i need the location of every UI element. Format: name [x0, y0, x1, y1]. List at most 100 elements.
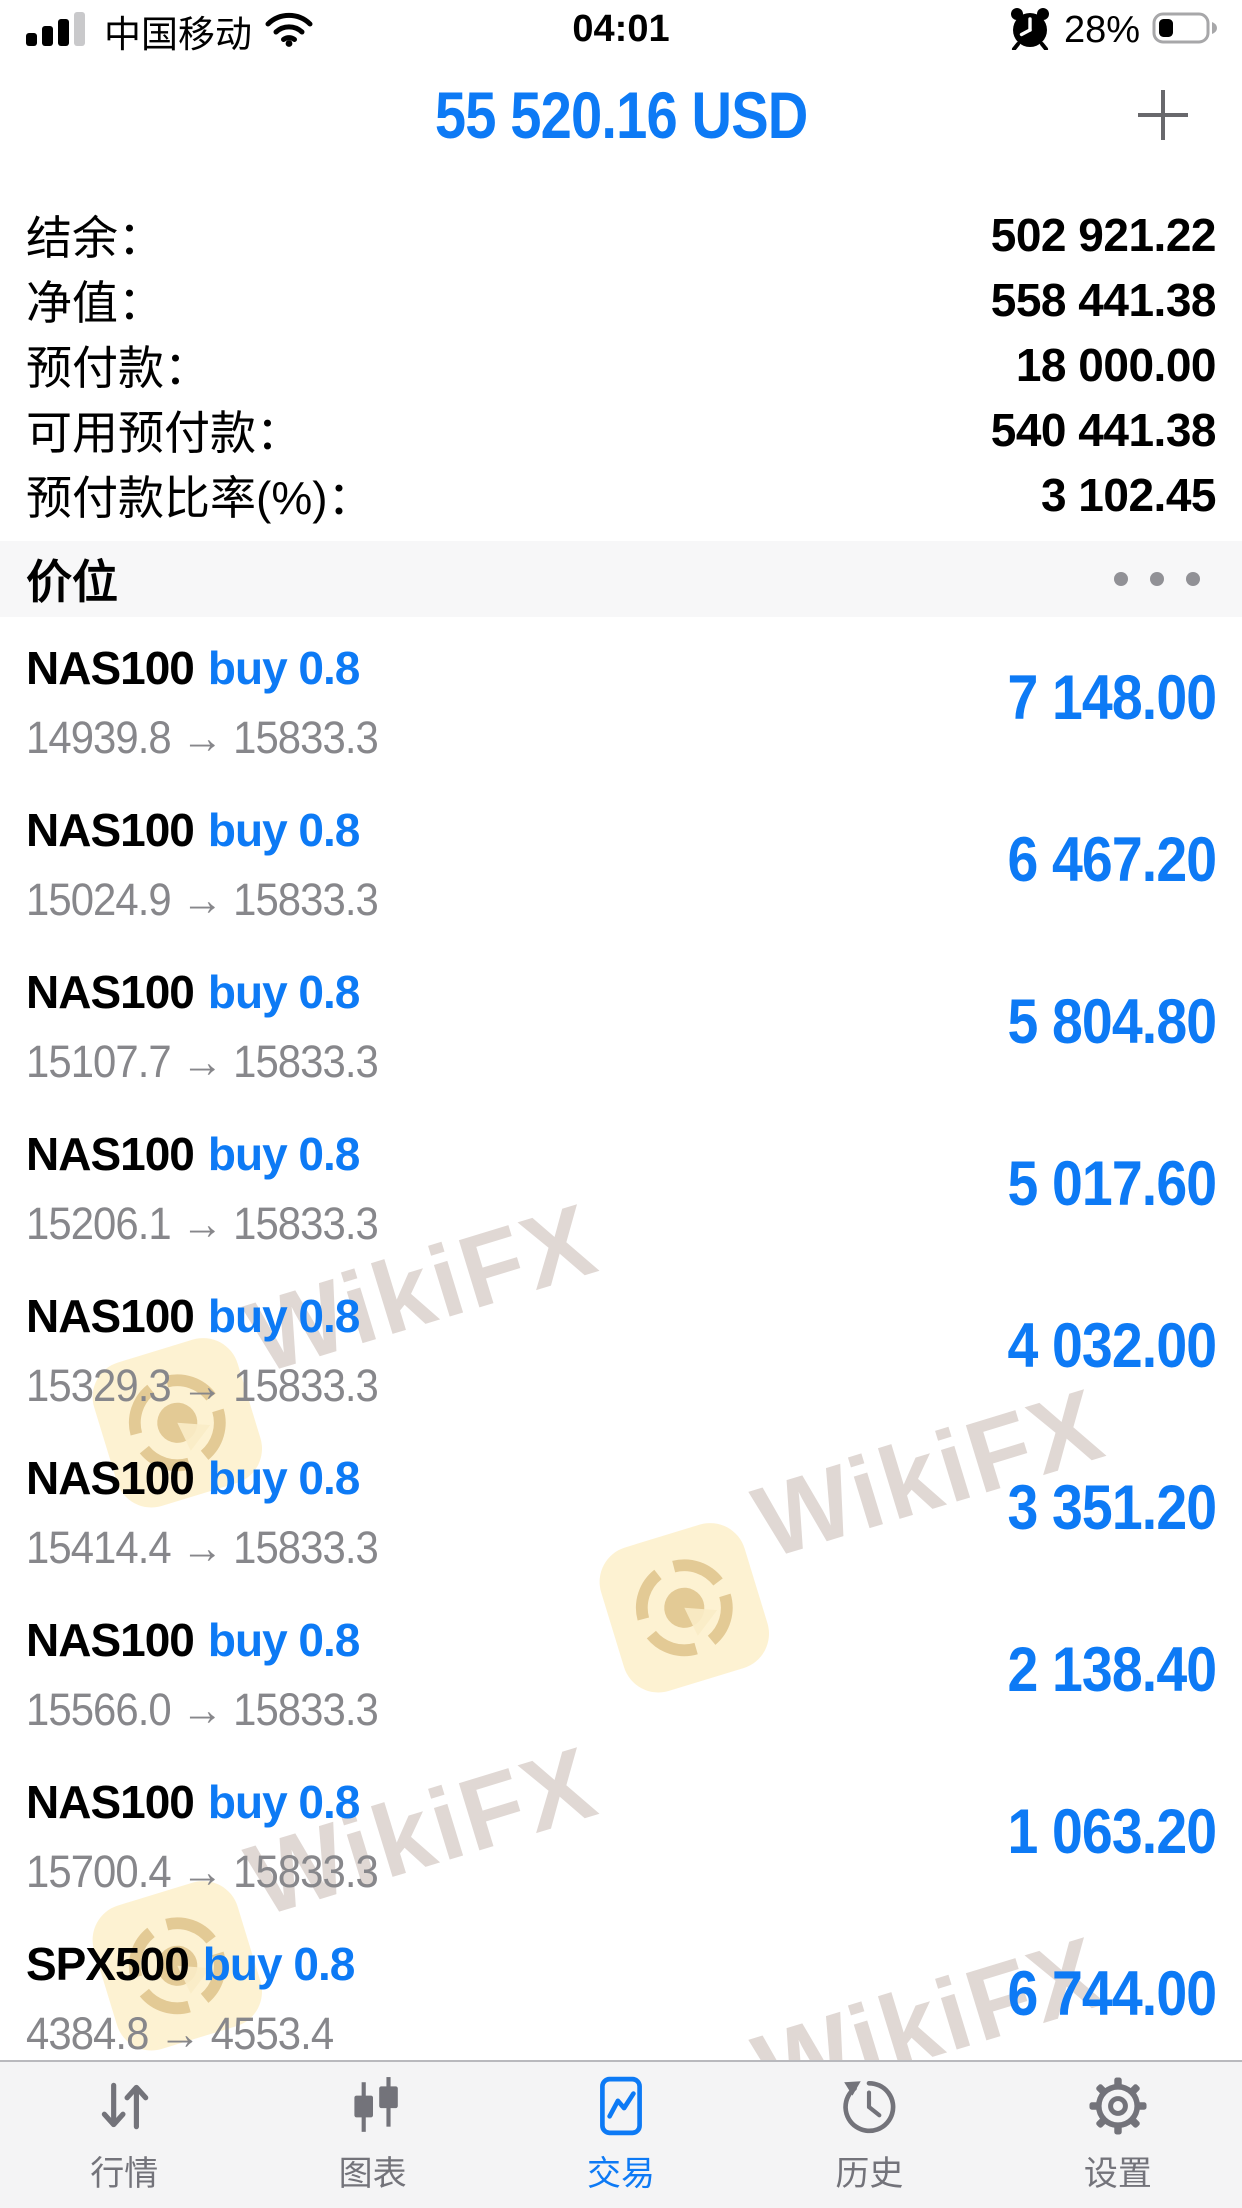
position-open-price: 15566.0 [26, 1684, 172, 1735]
position-side-volume: buy 0.8 [207, 642, 361, 694]
settings-icon [1086, 2074, 1150, 2138]
trade-icon [589, 2074, 653, 2138]
position-current-price: 15833.3 [233, 1684, 379, 1735]
position-profit: 5 804.80 [1007, 987, 1217, 1057]
position-symbol: NAS100 [26, 642, 195, 694]
account-row-label: 预付款比率(%)： [26, 471, 374, 524]
tab-settings[interactable]: 设置 [994, 2062, 1242, 2208]
position-open-price: 4384.8 [26, 2008, 149, 2059]
position-symbol: NAS100 [26, 966, 195, 1018]
arrow-right-icon: → [181, 874, 223, 925]
position-open-price: 15414.4 [26, 1522, 172, 1573]
position-side-volume: buy 0.8 [207, 1128, 361, 1180]
status-bar: 中国移动 04:01 [0, 0, 1242, 62]
positions-list: WikiFX WikiFX WikiFX [0, 617, 1242, 2208]
signal-strength-icon [26, 9, 92, 54]
history-icon [837, 2074, 901, 2138]
position-profit: 6 744.00 [1007, 1959, 1217, 2029]
position-open-price: 15107.7 [26, 1036, 172, 1087]
account-total: 55 520.16 USD [434, 78, 808, 152]
arrow-right-icon: → [181, 1198, 223, 1249]
position-row[interactable]: SPX500 buy 0.8 4384.8 → 4553.4 6 744.00 [0, 1913, 1242, 2075]
position-row[interactable]: NAS100 buy 0.8 15024.9 → 15833.3 6 467.20 [0, 779, 1242, 941]
arrow-right-icon: → [181, 1522, 223, 1573]
arrow-right-icon: → [159, 2008, 201, 2059]
arrow-right-icon: → [181, 1684, 223, 1735]
position-current-price: 15833.3 [233, 1846, 379, 1897]
position-profit: 3 351.20 [1007, 1473, 1217, 1543]
tab-label: 设置 [1083, 2155, 1152, 2193]
tab-quotes[interactable]: 行情 [0, 2062, 248, 2208]
account-row-value: 558 441.38 [990, 273, 1217, 326]
account-header: 55 520.16 USD [0, 62, 1242, 168]
account-row-label: 预付款： [26, 341, 210, 394]
position-profit: 1 063.20 [1007, 1797, 1217, 1867]
position-open-price: 14939.8 [26, 712, 172, 763]
arrow-right-icon: → [181, 1360, 223, 1411]
position-side-volume: buy 0.8 [207, 804, 361, 856]
position-row[interactable]: NAS100 buy 0.8 14939.8 → 15833.3 7 148.00 [0, 617, 1242, 779]
position-symbol: SPX500 [26, 1938, 190, 1990]
tab-label: 图表 [338, 2155, 407, 2193]
position-current-price: 15833.3 [233, 874, 379, 925]
position-row[interactable]: NAS100 buy 0.8 15206.1 → 15833.3 5 017.60 [0, 1103, 1242, 1265]
account-row-value: 3 102.45 [1040, 468, 1217, 521]
clock-time: 04:01 [572, 8, 670, 50]
ellipsis-menu-icon[interactable] [1114, 572, 1200, 586]
arrow-right-icon: → [181, 712, 223, 763]
tab-chart[interactable]: 图表 [248, 2062, 496, 2208]
position-symbol: NAS100 [26, 1128, 195, 1180]
position-side-volume: buy 0.8 [207, 966, 361, 1018]
quotes-icon [92, 2074, 156, 2138]
tab-history[interactable]: 历史 [745, 2062, 993, 2208]
battery-icon [1152, 10, 1220, 51]
tab-label: 历史 [835, 2155, 904, 2193]
account-row-value: 502 921.22 [990, 208, 1217, 261]
position-symbol: NAS100 [26, 1614, 195, 1666]
position-current-price: 15833.3 [233, 1198, 379, 1249]
position-symbol: NAS100 [26, 1452, 195, 1504]
position-symbol: NAS100 [26, 1290, 195, 1342]
position-profit: 2 138.40 [1007, 1635, 1217, 1705]
account-summary-row: 预付款： 18 000.00 [26, 332, 1217, 397]
add-order-button[interactable] [1134, 86, 1192, 144]
position-profit: 4 032.00 [1007, 1311, 1217, 1381]
account-row-value: 540 441.38 [990, 403, 1217, 456]
tab-bar: 行情 图表 交易 历史 设置 [0, 2060, 1242, 2208]
position-symbol: NAS100 [26, 804, 195, 856]
position-profit: 5 017.60 [1007, 1149, 1217, 1219]
position-current-price: 15833.3 [233, 1522, 379, 1573]
arrow-right-icon: → [181, 1846, 223, 1897]
position-open-price: 15024.9 [26, 874, 172, 925]
position-side-volume: buy 0.8 [207, 1614, 361, 1666]
position-side-volume: buy 0.8 [207, 1452, 361, 1504]
account-row-label: 结余： [26, 211, 164, 264]
position-open-price: 15700.4 [26, 1846, 172, 1897]
position-row[interactable]: NAS100 buy 0.8 15566.0 → 15833.3 2 138.40 [0, 1589, 1242, 1751]
position-row[interactable]: NAS100 buy 0.8 15414.4 → 15833.3 3 351.20 [0, 1427, 1242, 1589]
position-current-price: 15833.3 [233, 712, 379, 763]
position-open-price: 15206.1 [26, 1198, 172, 1249]
section-title: 价位 [26, 556, 118, 608]
position-row[interactable]: NAS100 buy 0.8 15700.4 → 15833.3 1 063.20 [0, 1751, 1242, 1913]
arrow-right-icon: → [181, 1036, 223, 1087]
position-side-volume: buy 0.8 [207, 1776, 361, 1828]
carrier-label: 中国移动 [104, 14, 252, 55]
position-profit: 7 148.00 [1007, 663, 1217, 733]
chart-icon [341, 2074, 405, 2138]
battery-percent-label: 28% [1063, 9, 1140, 51]
position-side-volume: buy 0.8 [207, 1290, 361, 1342]
tab-trade[interactable]: 交易 [497, 2062, 745, 2208]
position-row[interactable]: NAS100 buy 0.8 15329.3 → 15833.3 4 032.00 [0, 1265, 1242, 1427]
position-row[interactable]: NAS100 buy 0.8 15107.7 → 15833.3 5 804.80 [0, 941, 1242, 1103]
position-current-price: 15833.3 [233, 1036, 379, 1087]
position-current-price: 15833.3 [233, 1360, 379, 1411]
account-row-value: 18 000.00 [1015, 338, 1217, 391]
position-current-price: 4553.4 [210, 2008, 334, 2059]
account-summary-row: 结余： 502 921.22 [26, 202, 1217, 267]
positions-section-bar: 价位 [0, 541, 1242, 617]
account-row-label: 净值： [26, 276, 164, 329]
account-row-label: 可用预付款： [26, 406, 302, 459]
position-open-price: 15329.3 [26, 1360, 172, 1411]
